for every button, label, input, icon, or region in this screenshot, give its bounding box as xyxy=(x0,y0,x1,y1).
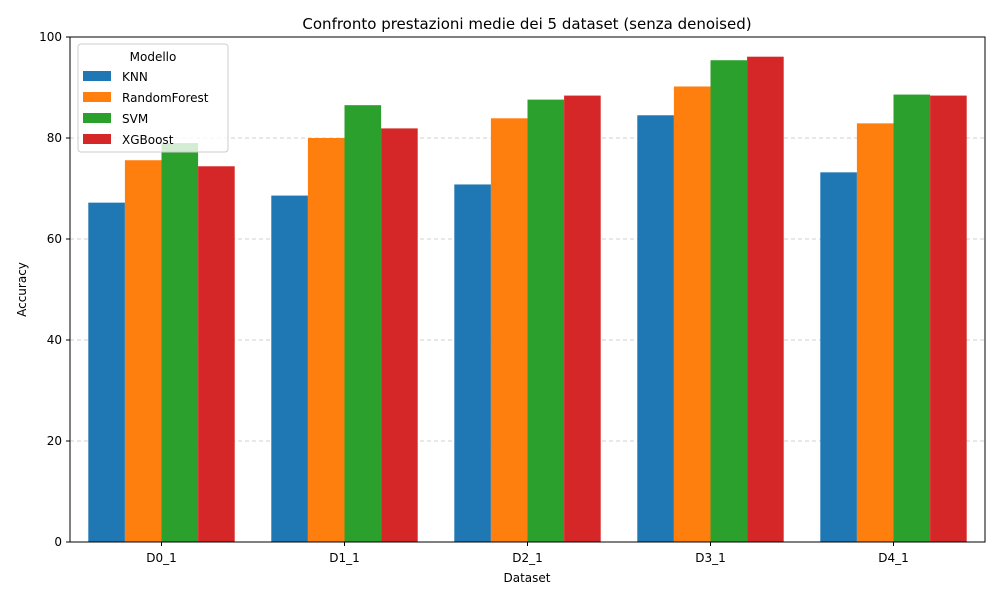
bars xyxy=(88,56,967,543)
bar-svm-d0_1 xyxy=(161,143,199,543)
legend-label-xgboost: XGBoost xyxy=(122,133,174,147)
bar-knn-d1_1 xyxy=(271,195,308,542)
bar-svm-d2_1 xyxy=(527,99,565,543)
bar-xgboost-d1_1 xyxy=(381,128,418,542)
bar-knn-d3_1 xyxy=(637,115,674,543)
legend-title: Modello xyxy=(130,50,177,64)
y-tick-label: 80 xyxy=(47,131,62,145)
bar-knn-d4_1 xyxy=(820,172,857,542)
bar-xgboost-d2_1 xyxy=(564,95,601,542)
bar-randomforest-d0_1 xyxy=(124,160,162,542)
bar-svm-d3_1 xyxy=(710,60,748,542)
legend-box xyxy=(77,43,229,153)
x-axis-label: Dataset xyxy=(504,571,551,585)
bar-randomforest-d4_1 xyxy=(856,123,894,542)
x-tick-label: D3_1 xyxy=(695,551,726,565)
y-tick-label: 60 xyxy=(47,232,62,246)
x-tick-label: D0_1 xyxy=(146,551,177,565)
legend-label-randomforest: RandomForest xyxy=(122,91,209,105)
bar-xgboost-d4_1 xyxy=(930,95,967,542)
bar-randomforest-d1_1 xyxy=(307,138,345,542)
x-tick-label: D2_1 xyxy=(512,551,543,565)
legend-swatch-knn xyxy=(83,71,111,81)
x-tick-label: D1_1 xyxy=(329,551,360,565)
legend-label-knn: KNN xyxy=(122,70,148,84)
bar-knn-d2_1 xyxy=(454,184,491,542)
bar-randomforest-d3_1 xyxy=(673,86,711,543)
chart-title: Confronto prestazioni medie dei 5 datase… xyxy=(302,15,751,33)
bar-xgboost-d3_1 xyxy=(747,56,784,542)
legend-swatch-randomforest xyxy=(83,92,111,102)
legend: Modello KNN RandomForest SVM XGBoost xyxy=(77,43,229,153)
y-tick-label: 100 xyxy=(39,30,62,44)
legend-label-svm: SVM xyxy=(122,112,148,126)
legend-swatch-svm xyxy=(83,113,111,123)
bar-svm-d1_1 xyxy=(344,105,382,543)
bar-svm-d4_1 xyxy=(893,94,931,542)
y-tick-label: 20 xyxy=(47,434,62,448)
x-axis-ticks: D0_1 D1_1 D2_1 D3_1 D4_1 xyxy=(146,542,909,565)
y-tick-label: 40 xyxy=(47,333,62,347)
x-tick-label: D4_1 xyxy=(878,551,909,565)
bar-xgboost-d0_1 xyxy=(198,166,235,542)
legend-swatch-xgboost xyxy=(83,134,111,144)
y-tick-label: 0 xyxy=(54,535,62,549)
y-axis-ticks: 0 20 40 60 80 100 xyxy=(39,30,70,549)
bar-randomforest-d2_1 xyxy=(490,118,528,543)
bar-knn-d0_1 xyxy=(88,202,125,542)
y-axis-label: Accuracy xyxy=(15,262,29,317)
